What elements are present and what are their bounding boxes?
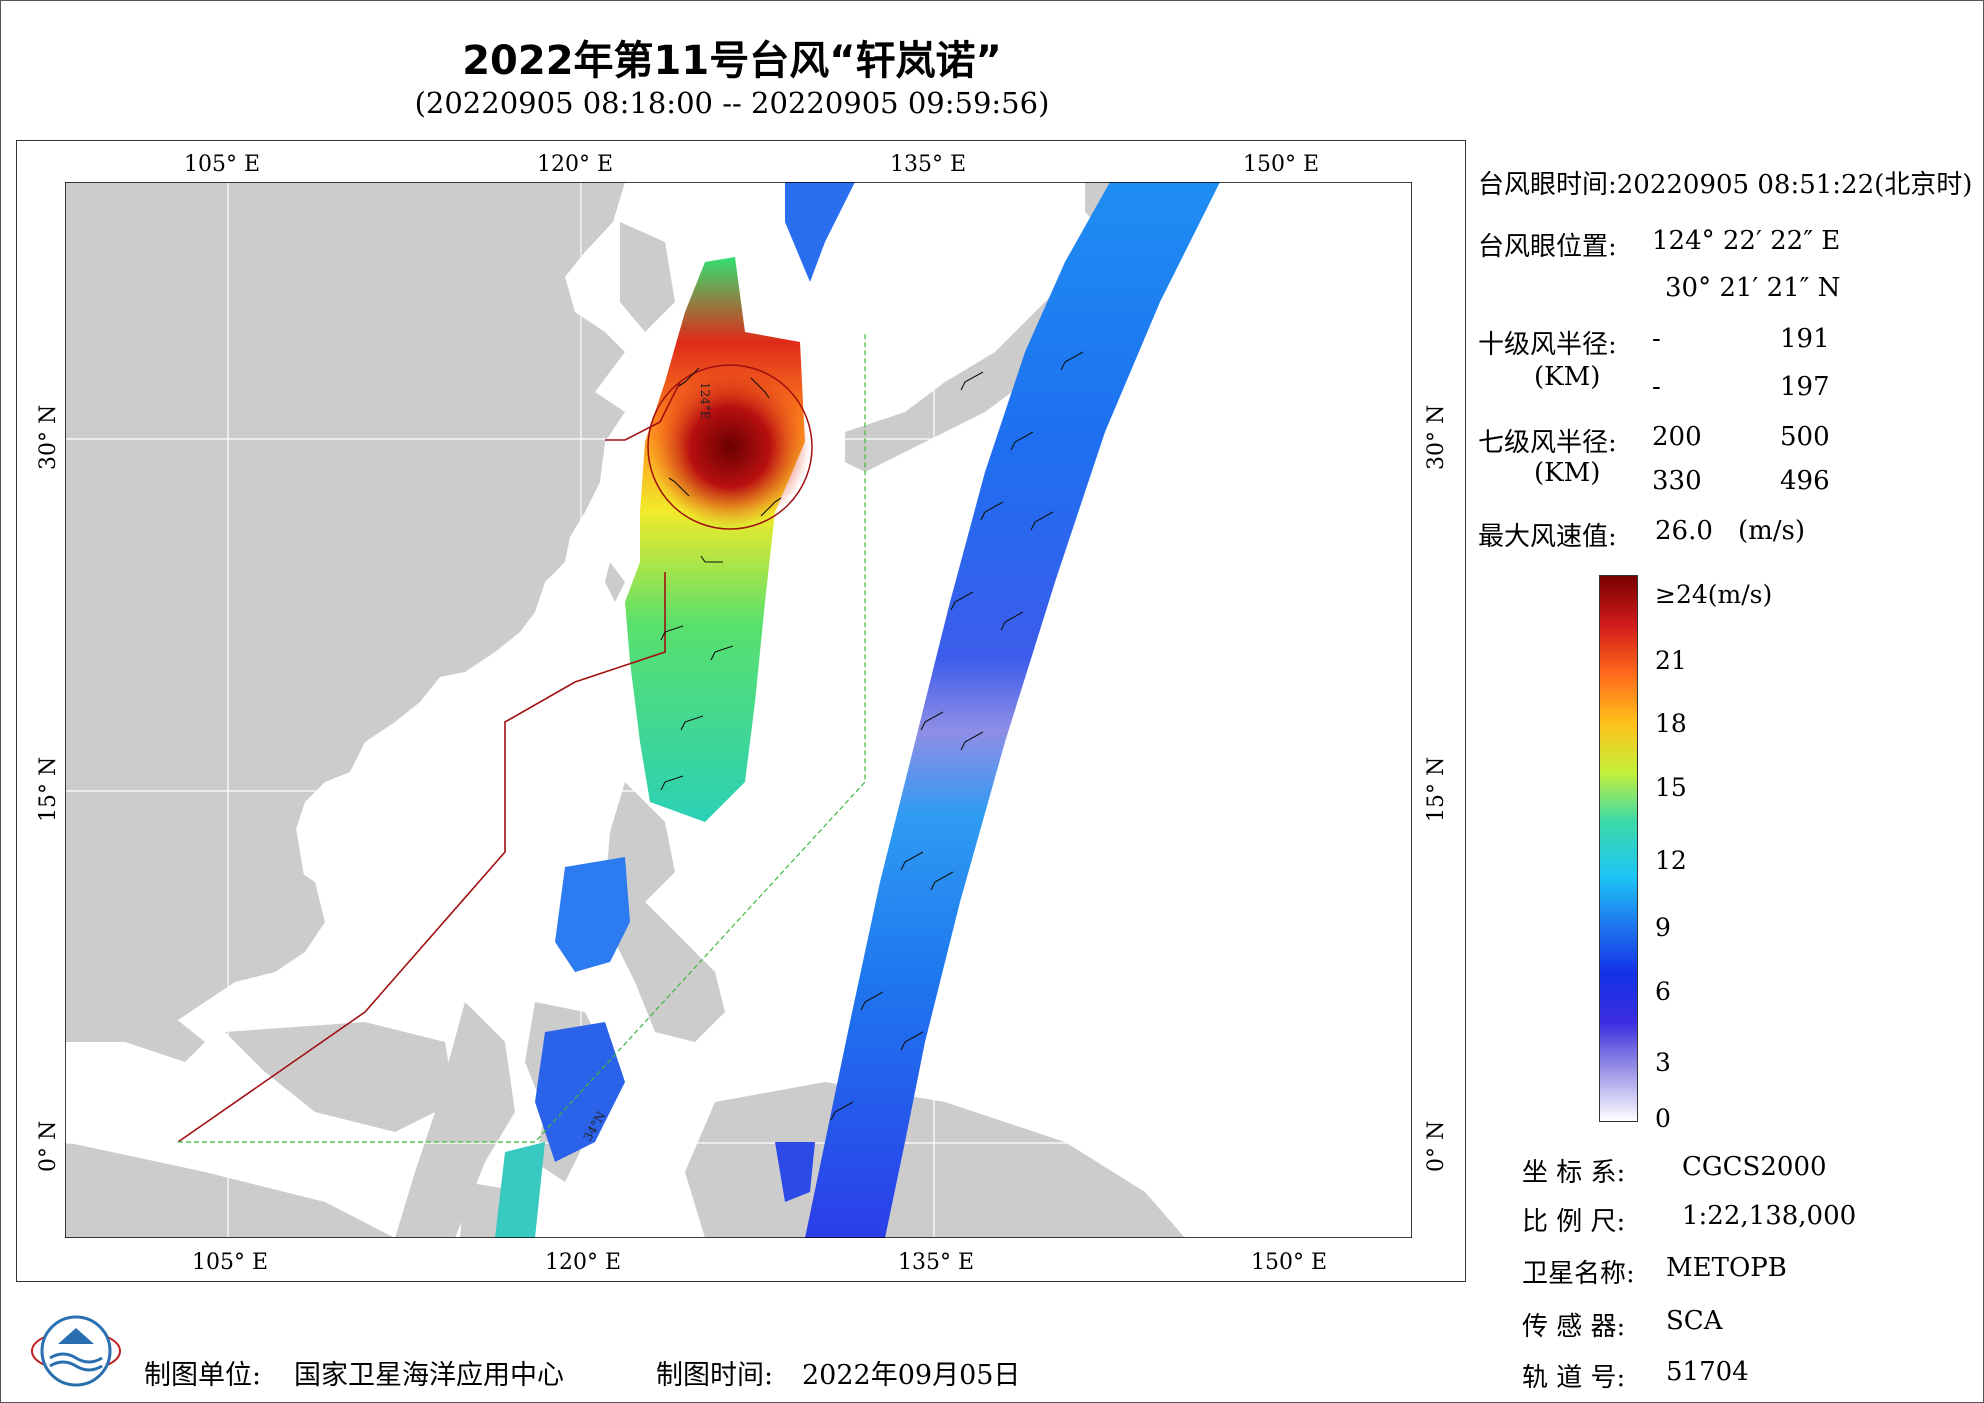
colorbar — [1599, 575, 1638, 1122]
r7-label: 七级风半径: — [1478, 428, 1617, 458]
map-subtitle: (20220905 08:18:00 -- 20220905 09:59:56) — [414, 86, 1050, 120]
lon-label-top-120: 120° E — [537, 152, 614, 177]
maker-label: 制图单位: — [144, 1360, 262, 1391]
wind-field-map: 124°E 34°N — [65, 182, 1412, 1238]
lon-label-bottom-120: 120° E — [545, 1250, 622, 1275]
r10-r2-a: - — [1652, 372, 1661, 402]
crs-value: CGCS2000 — [1682, 1152, 1827, 1182]
r7-r1-b: 500 — [1780, 422, 1830, 452]
colorbar-tick-9: 9 — [1655, 913, 1671, 942]
eye-lat: 30° 21′ 21″ N — [1665, 273, 1841, 303]
orbit-label: 轨 道 号: — [1522, 1363, 1626, 1393]
lon-label-top-135: 135° E — [890, 152, 967, 177]
colorbar-top-label: ≥24(m/s) — [1655, 580, 1773, 609]
boundary-line-red — [177, 572, 666, 1143]
colorbar-tick-21: 21 — [1655, 646, 1687, 675]
colorbar-tick-18: 18 — [1655, 709, 1687, 738]
lon-label-top-105: 105° E — [184, 152, 261, 177]
maker-value: 国家卫星海洋应用中心 — [294, 1360, 564, 1391]
crs-label: 坐 标 系: — [1522, 1158, 1626, 1188]
r7-r2-b: 496 — [1780, 466, 1830, 496]
lat-label-left-30: 30° N — [36, 404, 61, 470]
r10-r1-b: 191 — [1780, 324, 1830, 354]
swath-north-patch — [785, 182, 855, 282]
sensor-label: 传 感 器: — [1522, 1312, 1626, 1342]
r7-r1-a: 200 — [1652, 422, 1702, 452]
land-masses — [65, 182, 1185, 1238]
date-value: 2022年09月05日 — [802, 1360, 1021, 1391]
colorbar-tick-12: 12 — [1655, 846, 1687, 875]
wind-radius-circle — [647, 364, 813, 530]
colorbar-tick-3: 3 — [1655, 1048, 1671, 1077]
sat-value: METOPB — [1666, 1253, 1787, 1283]
lat-label-right-0: 0° N — [1424, 1120, 1449, 1172]
lon-label-bottom-150: 150° E — [1251, 1250, 1328, 1275]
typhoon-core — [650, 367, 810, 527]
swath-south-patch — [775, 1142, 815, 1202]
colorbar-tick-0: 0 — [1655, 1104, 1671, 1133]
lat-label-left-0: 0° N — [36, 1120, 61, 1172]
r10-label: 十级风半径: — [1478, 330, 1617, 360]
lon-label-top-150: 150° E — [1243, 152, 1320, 177]
swath-west-south-a — [555, 857, 630, 972]
swath-west-south-b — [535, 1022, 625, 1162]
agency-logo — [28, 1308, 124, 1398]
boundary-line-green — [178, 332, 866, 1143]
lat-label-right-15: 15° N — [1424, 756, 1449, 822]
track-label-a: 124°E — [698, 382, 712, 420]
max-label: 最大风速值: — [1478, 522, 1617, 552]
colorbar-tick-6: 6 — [1655, 977, 1671, 1006]
lon-label-bottom-105: 105° E — [192, 1250, 269, 1275]
eye-time-row: 台风眼时间:20220905 08:51:22(北京时) — [1478, 164, 1972, 201]
lat-label-left-15: 15° N — [36, 756, 61, 822]
date-label: 制图时间: — [656, 1360, 774, 1391]
lon-label-bottom-135: 135° E — [898, 1250, 975, 1275]
scale-value: 1:22,138,000 — [1682, 1201, 1857, 1231]
eye-time-label: 台风眼时间: — [1478, 170, 1617, 200]
eye-lon: 124° 22′ 22″ E — [1652, 226, 1841, 256]
orbit-value: 51704 — [1666, 1357, 1749, 1387]
colorbar-tick-15: 15 — [1655, 773, 1687, 802]
map-frame — [16, 140, 1466, 1282]
r7-r2-a: 330 — [1652, 466, 1702, 496]
boundary-line-red-north — [605, 381, 681, 441]
swath-west-south-c — [495, 1142, 545, 1238]
r10-r2-b: 197 — [1780, 372, 1830, 402]
scale-label: 比 例 尺: — [1522, 1207, 1626, 1237]
sat-label: 卫星名称: — [1522, 1259, 1635, 1289]
r7-unit: (KM) — [1534, 458, 1601, 488]
r10-r1-a: - — [1652, 324, 1661, 354]
eye-pos-row: 台风眼位置: — [1478, 226, 1617, 263]
eye-pos-label: 台风眼位置: — [1478, 232, 1617, 262]
r10-unit: (KM) — [1534, 362, 1601, 392]
eye-time-value: 20220905 08:51:22(北京时) — [1616, 170, 1973, 200]
sensor-value: SCA — [1666, 1306, 1723, 1336]
wind-barbs — [660, 351, 1084, 1121]
swath-east — [805, 182, 1220, 1238]
max-unit: (m/s) — [1738, 516, 1806, 546]
max-value: 26.0 — [1655, 516, 1713, 546]
lat-label-right-30: 30° N — [1424, 404, 1449, 470]
map-title: 2022年第11号台风“轩岚诺” — [462, 38, 1002, 84]
